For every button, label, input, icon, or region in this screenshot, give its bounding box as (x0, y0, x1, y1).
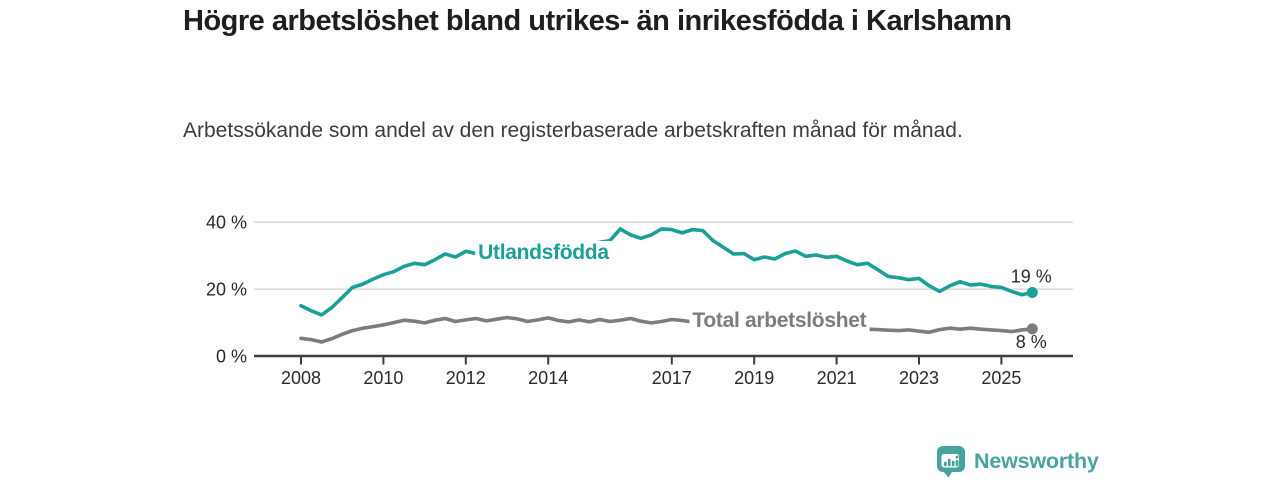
series-label-total: Total arbetslöshet (692, 309, 866, 332)
exclamation-bar-icon (955, 460, 959, 467)
x-tick-label: 2010 (363, 368, 403, 388)
newsworthy-logo-text: Newsworthy (974, 449, 1099, 473)
series-line-total (299, 315, 1035, 344)
y-tick-label: 40 % (206, 213, 247, 233)
x-tick-label: 2012 (446, 368, 486, 388)
x-tick-label: 2023 (899, 368, 939, 388)
y-tick-label: 20 % (206, 280, 247, 300)
y-tick-label: 0 % (216, 347, 247, 367)
series-line-utlandsfodda (299, 227, 1035, 317)
newsworthy-logo: Newsworthy (936, 445, 1099, 478)
x-tick-label: 2014 (528, 368, 568, 388)
series-label-halo-total (689, 308, 870, 332)
x-tick-label: 2008 (281, 368, 321, 388)
exclamation-dot-icon (955, 455, 959, 459)
end-value-label-utlandsfodda: 19 % (1011, 266, 1052, 286)
bar-icon-3 (951, 460, 955, 467)
bar-icon-2 (947, 458, 951, 467)
series-label-utlandsfodda: Utlandsfödda (478, 241, 609, 264)
x-tick-label: 2019 (734, 368, 774, 388)
end-value-label-total: 8 % (1016, 332, 1047, 352)
end-dot-total (1026, 323, 1038, 335)
chart-title: Högre arbetslöshet bland utrikes- än inr… (183, 5, 1012, 37)
newsworthy-logo-icon (937, 446, 965, 478)
x-tick-label: 2025 (981, 368, 1021, 388)
bar-icon-1 (944, 461, 947, 467)
end-dot-utlandsfodda (1026, 286, 1038, 298)
x-tick-label: 2017 (652, 368, 692, 388)
x-tick-label: 2021 (817, 368, 857, 388)
series-label-halo-utlandsfodda (475, 240, 613, 264)
chart-subtitle: Arbetssökande som andel av den registerb… (183, 119, 963, 142)
